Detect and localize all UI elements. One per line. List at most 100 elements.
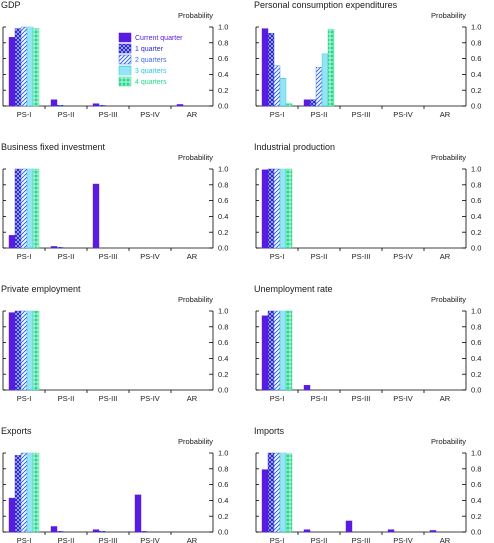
bar-1-quarter-ps-iv (140, 531, 148, 533)
bar-2-quarters-ps-i (20, 452, 28, 533)
panel-title: Business fixed investment (1, 142, 106, 152)
bar-2-quarters-ps-i (20, 310, 28, 391)
y-tick-label: 0.0 (218, 244, 228, 253)
x-tick-label: AR (187, 536, 198, 543)
legend-label: Current quarter (135, 35, 183, 42)
bar-1-quarter-ps-ii (309, 99, 317, 107)
panel-business-fixed-investment: Business fixed investment Probability 0.0 0… (1, 142, 228, 261)
bar-1-quarter-ps-iii (98, 531, 106, 533)
x-tick-label: PS-III (99, 394, 118, 403)
legend-swatch (118, 32, 132, 43)
y-tick-label: 0.0 (471, 244, 481, 253)
bar-4-quarters-ps-ii (327, 29, 335, 107)
x-tick-label: PS-II (311, 110, 328, 119)
probability-label: Probability (431, 11, 466, 20)
x-tick-label: PS-IV (393, 252, 413, 261)
legend-label: 2 quarters (135, 57, 167, 64)
panel-title: GDP (1, 0, 21, 10)
bar-3-quarters-ps-i (279, 78, 287, 107)
bar-current-quarter-ps-i (261, 28, 269, 107)
bar-4-quarters-ps-i (285, 168, 293, 249)
y-tick-label: 0.6 (471, 54, 481, 63)
probability-label: Probability (178, 437, 213, 446)
bar-current-quarter-ps-i (8, 37, 16, 107)
bar-current-quarter-ps-iii (92, 183, 100, 249)
y-tick-label: 0.0 (218, 386, 228, 395)
y-tick-label: 0.2 (218, 228, 228, 237)
probability-label: Probability (178, 11, 213, 20)
x-tick-label: PS-III (352, 252, 371, 261)
bar-current-quarter-ps-iv (134, 494, 142, 533)
bar-2-quarters-ps-i (273, 310, 281, 391)
x-tick-label: PS-I (270, 110, 285, 119)
y-tick-label: 0.4 (471, 496, 481, 505)
panel-title: Imports (254, 426, 285, 436)
y-tick-label: 0.4 (471, 70, 481, 79)
bar-2-quarters-ps-i (273, 452, 281, 533)
x-tick-label: PS-I (17, 252, 32, 261)
bar-current-quarter-ps-i (8, 312, 16, 391)
bar-1-quarter-ps-ii (56, 105, 64, 107)
x-tick-label: AR (440, 110, 451, 119)
bar-current-quarter-ps-iii (92, 529, 100, 533)
x-tick-label: PS-III (352, 110, 371, 119)
bar-1-quarter-ps-iii (98, 105, 106, 107)
y-tick-label: 0.6 (218, 54, 228, 63)
bar-current-quarter-ps-ii (303, 385, 311, 391)
bar-3-quarters-ps-i (26, 26, 34, 107)
legend-swatch (118, 54, 132, 65)
bar-current-quarter-ps-ii (50, 526, 58, 533)
y-tick-label: 0.4 (218, 212, 228, 221)
x-tick-label: PS-II (58, 536, 75, 543)
y-tick-label: 1.0 (471, 307, 481, 316)
y-tick-label: 1.0 (218, 449, 228, 458)
y-tick-label: 1.0 (218, 165, 228, 174)
bar-current-quarter-ps-iii (92, 103, 100, 107)
bar-current-quarter-ps-ii (303, 99, 311, 107)
y-tick-label: 0.2 (471, 512, 481, 521)
y-tick-label: 0.2 (218, 86, 228, 95)
panel-personal-consumption-expenditures: Personal consumption expenditures Probabi… (254, 0, 481, 119)
x-tick-label: PS-I (17, 394, 32, 403)
x-tick-label: PS-IV (393, 110, 413, 119)
bar-current-quarter-ar (176, 104, 184, 107)
panel-title: Private employment (1, 284, 81, 294)
x-tick-label: PS-IV (393, 394, 413, 403)
y-tick-label: 0.6 (471, 338, 481, 347)
x-tick-label: AR (440, 252, 451, 261)
y-tick-label: 0.8 (218, 322, 228, 331)
legend-label: 4 quarters (135, 79, 167, 86)
y-tick-label: 0.8 (218, 464, 228, 473)
legend-label: 1 quarter (135, 46, 164, 53)
bar-3-quarters-ps-ii (321, 53, 329, 107)
y-tick-label: 1.0 (471, 449, 481, 458)
panel-imports: Imports Probability 0.0 0.2 0.4 0.6 0.8 1.0 PS-I… (254, 426, 481, 543)
y-tick-label: 0.6 (218, 338, 228, 347)
x-tick-label: PS-II (311, 394, 328, 403)
y-tick-label: 0.6 (471, 480, 481, 489)
y-tick-label: 1.0 (471, 165, 481, 174)
bar-current-quarter-ps-i (261, 469, 269, 533)
bar-2-quarters-ps-i (273, 168, 281, 249)
bar-current-quarter-ps-iv (387, 529, 395, 533)
bar-current-quarter-ps-ii (50, 246, 58, 249)
panel-title: Industrial production (254, 142, 335, 152)
y-tick-label: 0.2 (471, 370, 481, 379)
y-tick-label: 0.8 (218, 38, 228, 47)
y-tick-label: 1.0 (471, 23, 481, 32)
bar-1-quarter-ps-i (267, 310, 275, 391)
x-tick-label: PS-I (17, 536, 32, 543)
x-tick-label: PS-III (99, 536, 118, 543)
x-tick-label: PS-I (270, 536, 285, 543)
bar-1-quarter-ps-ii (56, 247, 64, 249)
bar-current-quarter-ps-i (8, 235, 16, 249)
y-tick-label: 0.4 (218, 70, 228, 79)
legend-swatch (118, 43, 132, 54)
panel-exports: Exports Probability 0.0 0.2 0.4 0.6 0.8 1.0 PS-I… (1, 426, 228, 543)
x-tick-label: PS-I (17, 110, 32, 119)
probability-label: Probability (431, 153, 466, 162)
panel-title: Personal consumption expenditures (254, 0, 398, 10)
y-tick-label: 0.4 (471, 212, 481, 221)
bar-4-quarters-ps-i (285, 453, 293, 533)
